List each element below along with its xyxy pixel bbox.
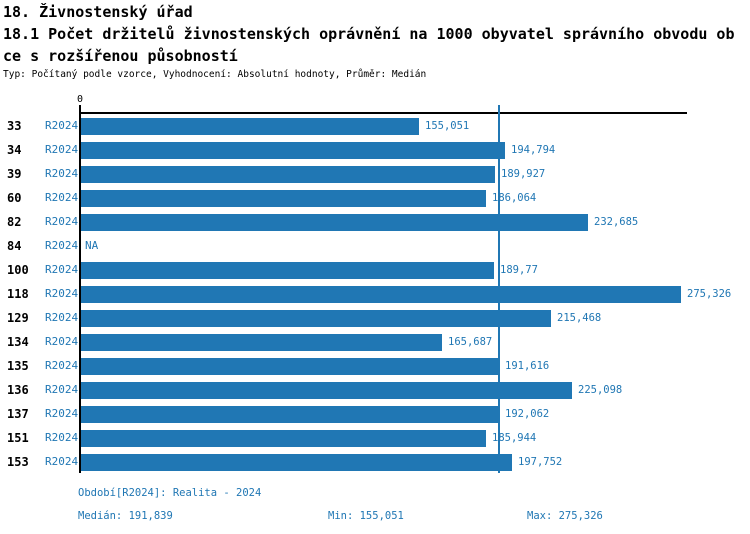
chart-row: 136 R2024 225,098	[0, 378, 750, 402]
row-series-label: R2024	[45, 167, 79, 180]
value-bar	[81, 382, 572, 399]
bar-value-label: 232,685	[594, 216, 639, 228]
value-bar	[81, 214, 588, 231]
bar-value-label: 197,752	[518, 456, 563, 468]
bar-value-label: 189,77	[500, 264, 538, 276]
value-bar	[81, 142, 505, 159]
chart-row: 39 R2024 189,927	[0, 162, 750, 186]
bar-value-label: 165,687	[448, 336, 493, 348]
row-category-label: 60	[7, 191, 22, 205]
chart-title-line2: ce s rozšířenou působností	[3, 47, 238, 65]
value-bar	[81, 166, 495, 183]
row-category-label: 34	[7, 143, 22, 157]
chart-row: 135 R2024 191,616	[0, 354, 750, 378]
chart-row: 118 R2024 275,326	[0, 282, 750, 306]
chart-row: 60 R2024 186,064	[0, 186, 750, 210]
bar-value-label: 275,326	[687, 288, 732, 300]
chart-row: 153 R2024 197,752	[0, 450, 750, 474]
row-category-label: 33	[7, 119, 22, 133]
row-series-label: R2024	[45, 119, 79, 132]
value-bar	[81, 118, 419, 135]
value-bar	[81, 262, 494, 279]
max-stat: Max: 275,326	[527, 510, 603, 522]
value-bar	[81, 406, 499, 423]
chart-row: 82 R2024 232,685	[0, 210, 750, 234]
na-label: NA	[85, 239, 99, 252]
chart-row: 129 R2024 215,468	[0, 306, 750, 330]
period-label: Období[R2024]: Realita - 2024	[78, 487, 262, 499]
chart-row: 33 R2024 155,051	[0, 114, 750, 138]
row-series-label: R2024	[45, 143, 79, 156]
chart-title-line1: 18.1 Počet držitelů živnostenských opráv…	[3, 25, 735, 43]
chart-row: 137 R2024 192,062	[0, 402, 750, 426]
row-category-label: 136	[7, 383, 29, 397]
row-category-label: 137	[7, 407, 29, 421]
chart-row: 34 R2024 194,794	[0, 138, 750, 162]
value-bar	[81, 190, 486, 207]
page-title: 18. Živnostenský úřad	[3, 3, 193, 21]
value-bar	[81, 358, 499, 375]
row-series-label: R2024	[45, 383, 79, 396]
row-series-label: R2024	[45, 191, 79, 204]
row-series-label: R2024	[45, 407, 79, 420]
bar-value-label: 189,927	[501, 168, 546, 180]
value-bar	[81, 310, 551, 327]
row-series-label: R2024	[45, 215, 79, 228]
bar-value-label: 186,064	[492, 192, 537, 204]
row-series-label: R2024	[45, 287, 79, 300]
row-series-label: R2024	[45, 455, 79, 468]
row-series-label: R2024	[45, 311, 79, 324]
y-axis-line	[79, 105, 81, 473]
bar-value-label: 191,616	[505, 360, 550, 372]
chart-row: 100 R2024 189,77	[0, 258, 750, 282]
bar-value-label: 192,062	[505, 408, 550, 420]
row-category-label: 151	[7, 431, 29, 445]
row-category-label: 82	[7, 215, 22, 229]
row-category-label: 84	[7, 239, 22, 253]
row-category-label: 134	[7, 335, 29, 349]
value-bar	[81, 454, 512, 471]
bar-value-label: 155,051	[425, 120, 470, 132]
value-bar	[81, 334, 442, 351]
bar-value-label: 215,468	[557, 312, 602, 324]
row-category-label: 135	[7, 359, 29, 373]
row-category-label: 118	[7, 287, 29, 301]
chart-meta: Typ: Počítaný podle vzorce, Vyhodnocení:…	[3, 69, 427, 80]
bar-value-label: 194,794	[511, 144, 556, 156]
row-series-label: R2024	[45, 239, 79, 252]
value-bar	[81, 430, 486, 447]
row-category-label: 100	[7, 263, 29, 277]
min-stat: Min: 155,051	[328, 510, 404, 522]
axis-zero-label: 0	[76, 94, 84, 105]
bar-value-label: 185,944	[492, 432, 537, 444]
bar-value-label: 225,098	[578, 384, 623, 396]
median-stat: Medián: 191,839	[78, 510, 173, 522]
chart-row: 134 R2024 165,687	[0, 330, 750, 354]
row-series-label: R2024	[45, 335, 79, 348]
chart-row: 151 R2024 185,944	[0, 426, 750, 450]
row-category-label: 39	[7, 167, 22, 181]
value-bar	[81, 286, 681, 303]
row-category-label: 153	[7, 455, 29, 469]
row-series-label: R2024	[45, 359, 79, 372]
chart-row: 84 R2024 NA	[0, 234, 750, 258]
x-axis-line	[80, 112, 687, 114]
row-category-label: 129	[7, 311, 29, 325]
row-series-label: R2024	[45, 431, 79, 444]
row-series-label: R2024	[45, 263, 79, 276]
